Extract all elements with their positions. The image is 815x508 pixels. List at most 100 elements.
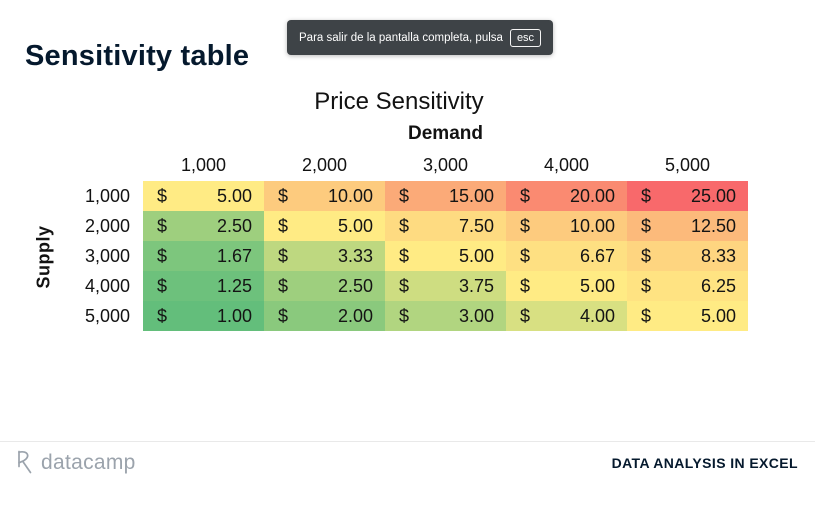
currency-symbol: $: [399, 275, 410, 296]
currency-symbol: $: [278, 185, 289, 206]
table-title: Price Sensitivity: [314, 88, 484, 115]
cell-value: 4.00: [579, 305, 615, 326]
table-cell: $10.00: [506, 211, 627, 241]
table-cell: $2.50: [264, 271, 385, 301]
cell-value: 2.00: [337, 305, 373, 326]
cell-value: 25.00: [690, 185, 736, 206]
cell-value: 6.25: [700, 275, 736, 296]
column-header: 4,000: [543, 154, 590, 175]
currency-symbol: $: [278, 275, 289, 296]
datacamp-icon: [18, 450, 32, 474]
table-cell: $2.50: [143, 211, 264, 241]
cell-value: 3.33: [337, 245, 373, 266]
cell-value: 5.00: [579, 275, 615, 296]
table-cell: $6.67: [506, 241, 627, 271]
footer-divider: [0, 441, 815, 442]
cell-value: 5.00: [458, 245, 494, 266]
currency-symbol: $: [278, 215, 289, 236]
currency-symbol: $: [641, 185, 652, 206]
currency-symbol: $: [520, 305, 531, 326]
cell-value: 10.00: [327, 185, 373, 206]
sensitivity-grid: $5.00 $10.00 $15.00 $20.00 $25.00 $2.50 $5.00 $…: [143, 181, 748, 331]
cell-value: 1.00: [216, 305, 252, 326]
currency-symbol: $: [157, 275, 168, 296]
table-cell: $25.00: [627, 181, 748, 211]
currency-symbol: $: [399, 215, 410, 236]
table-cell: $3.75: [385, 271, 506, 301]
table-cell: $8.33: [627, 241, 748, 271]
table-cell: $3.33: [264, 241, 385, 271]
cell-value: 15.00: [448, 185, 494, 206]
demand-axis-label: Demand: [408, 123, 483, 144]
row-header: 4,000: [84, 275, 130, 296]
row-header: 1,000: [84, 185, 130, 206]
cell-value: 7.50: [458, 215, 494, 236]
table-cell: $5.00: [627, 301, 748, 331]
table-cell: $1.25: [143, 271, 264, 301]
currency-symbol: $: [641, 215, 652, 236]
cell-value: 20.00: [569, 185, 615, 206]
currency-symbol: $: [157, 185, 168, 206]
currency-symbol: $: [520, 245, 531, 266]
table-cell: $1.67: [143, 241, 264, 271]
column-header: 5,000: [664, 154, 711, 175]
table-cell: $6.25: [627, 271, 748, 301]
table-cell: $5.00: [143, 181, 264, 211]
currency-symbol: $: [520, 215, 531, 236]
currency-symbol: $: [278, 305, 289, 326]
cell-value: 1.67: [216, 245, 252, 266]
table-cell: $10.00: [264, 181, 385, 211]
cell-value: 5.00: [337, 215, 373, 236]
cell-value: 2.50: [337, 275, 373, 296]
currency-symbol: $: [278, 245, 289, 266]
esc-key-badge: esc: [509, 28, 542, 47]
table-cell: $5.00: [264, 211, 385, 241]
cell-value: 1.25: [216, 275, 252, 296]
cell-value: 3.00: [458, 305, 494, 326]
page-title: Sensitivity table: [25, 40, 250, 72]
table-cell: $5.00: [506, 271, 627, 301]
table-cell: $2.00: [264, 301, 385, 331]
cell-value: 12.50: [690, 215, 736, 236]
currency-symbol: $: [641, 305, 652, 326]
row-header: 2,000: [84, 215, 130, 236]
column-header: 1,000: [180, 154, 227, 175]
table-cell: $5.00: [385, 241, 506, 271]
row-headers: 1,000 2,000 3,000 4,000 5,000: [30, 181, 130, 331]
table-cell: $7.50: [385, 211, 506, 241]
table-cell: $12.50: [627, 211, 748, 241]
course-title: DATA ANALYSIS IN EXCEL: [611, 455, 798, 471]
table-cell: $20.00: [506, 181, 627, 211]
currency-symbol: $: [399, 185, 410, 206]
cell-value: 3.75: [458, 275, 494, 296]
currency-symbol: $: [157, 215, 168, 236]
datacamp-logo: datacamp: [14, 450, 136, 475]
cell-value: 2.50: [216, 215, 252, 236]
table-cell: $15.00: [385, 181, 506, 211]
row-header: 3,000: [84, 245, 130, 266]
currency-symbol: $: [157, 245, 168, 266]
currency-symbol: $: [641, 245, 652, 266]
currency-symbol: $: [157, 305, 168, 326]
currency-symbol: $: [399, 245, 410, 266]
table-cell: $3.00: [385, 301, 506, 331]
currency-symbol: $: [641, 275, 652, 296]
cell-value: 10.00: [569, 215, 615, 236]
currency-symbol: $: [520, 275, 531, 296]
cell-value: 5.00: [700, 305, 736, 326]
row-header: 5,000: [84, 305, 130, 326]
column-headers: 1,000 2,000 3,000 4,000 5,000: [143, 150, 748, 180]
cell-value: 5.00: [216, 185, 252, 206]
cell-value: 6.67: [579, 245, 615, 266]
column-header: 3,000: [422, 154, 469, 175]
brand-name: datacamp: [41, 450, 136, 474]
currency-symbol: $: [399, 305, 410, 326]
column-header: 2,000: [301, 154, 348, 175]
fullscreen-exit-toast: Para salir de la pantalla completa, puls…: [287, 20, 554, 55]
table-cell: $1.00: [143, 301, 264, 331]
currency-symbol: $: [520, 185, 531, 206]
cell-value: 8.33: [700, 245, 736, 266]
toast-message: Para salir de la pantalla completa, puls…: [299, 31, 503, 44]
table-cell: $4.00: [506, 301, 627, 331]
